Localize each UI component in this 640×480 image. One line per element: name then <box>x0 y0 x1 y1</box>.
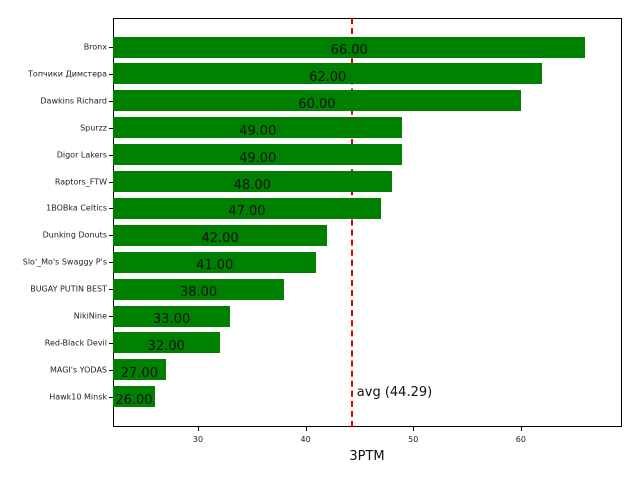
y-tick <box>109 127 113 129</box>
bar-value-label: 26.00 <box>115 392 153 408</box>
average-label: avg (44.29) <box>356 385 433 400</box>
y-tick <box>109 100 113 102</box>
y-tick-label: NikiNine <box>73 311 107 321</box>
y-tick <box>109 47 113 48</box>
y-tick-label: Raptors_FTW <box>54 177 107 186</box>
y-tick-label: Slo'_Mo's Swaggy P's <box>22 257 107 267</box>
y-tick-label: 1BOBka Celtics <box>46 203 107 213</box>
x-tick <box>198 427 199 431</box>
y-tick-label: Dawkins Richard <box>40 96 107 106</box>
y-tick-label: Spurzz <box>80 123 107 133</box>
bar <box>113 359 166 381</box>
x-tick-label: 40 <box>300 435 311 444</box>
y-tick <box>109 208 113 210</box>
bar-value-label: 47.00 <box>228 204 266 220</box>
plot-area <box>113 18 622 427</box>
y-tick-label: MAGI's YODAS <box>49 365 107 375</box>
y-tick-label: Red-Black Devil <box>44 338 107 348</box>
y-tick-label: Hawk10 Minsk <box>49 392 107 402</box>
bar <box>113 144 403 166</box>
x-tick-label: 50 <box>408 435 419 444</box>
bar <box>113 171 392 192</box>
bar <box>113 224 328 246</box>
bar-value-label: 49.00 <box>239 123 277 139</box>
bar <box>113 386 155 408</box>
x-tick <box>413 427 415 431</box>
y-tick <box>109 262 113 264</box>
y-tick <box>109 235 113 237</box>
bar-value-label: 41.00 <box>196 258 234 274</box>
bar <box>113 36 586 58</box>
bar <box>113 251 317 273</box>
bar-value-label: 38.00 <box>179 285 218 301</box>
bar-value-label: 62.00 <box>309 69 347 85</box>
bar-value-label: 49.00 <box>239 150 277 166</box>
x-tick <box>305 427 307 431</box>
y-tick <box>109 396 113 398</box>
y-tick <box>109 181 113 183</box>
x-tick <box>520 427 522 431</box>
bar <box>113 90 521 112</box>
y-tick <box>109 342 113 344</box>
bar <box>113 305 231 327</box>
y-tick-label: Топчики Димстера <box>28 69 107 79</box>
average-line <box>350 18 353 427</box>
y-tick-label: Bronx <box>83 42 107 52</box>
y-tick-label: Dunking Donuts <box>42 230 107 240</box>
y-tick-label: BUGAY PUTIN BEST <box>30 284 107 294</box>
bar-value-label: 48.00 <box>233 177 271 193</box>
bar-value-label: 32.00 <box>147 338 185 354</box>
y-tick <box>109 369 113 371</box>
bar <box>113 332 220 354</box>
y-tick <box>109 73 113 75</box>
bar-value-label: 33.00 <box>153 312 191 327</box>
x-tick-label: 30 <box>192 435 204 444</box>
bar <box>113 63 543 85</box>
x-tick-label: 60 <box>515 435 526 444</box>
y-tick <box>109 316 113 317</box>
y-tick <box>109 154 113 156</box>
bar-value-label: 42.00 <box>201 231 239 247</box>
y-tick-label: Digor Lakers <box>56 150 107 160</box>
bar-value-label: 66.00 <box>330 43 368 58</box>
bar <box>113 117 403 139</box>
bar-value-label: 60.00 <box>298 96 336 112</box>
x-axis-label: 3PTM <box>349 449 385 464</box>
y-tick <box>109 289 113 291</box>
bar <box>113 197 381 219</box>
bar-value-label: 27.00 <box>120 365 158 381</box>
bar <box>113 278 285 300</box>
